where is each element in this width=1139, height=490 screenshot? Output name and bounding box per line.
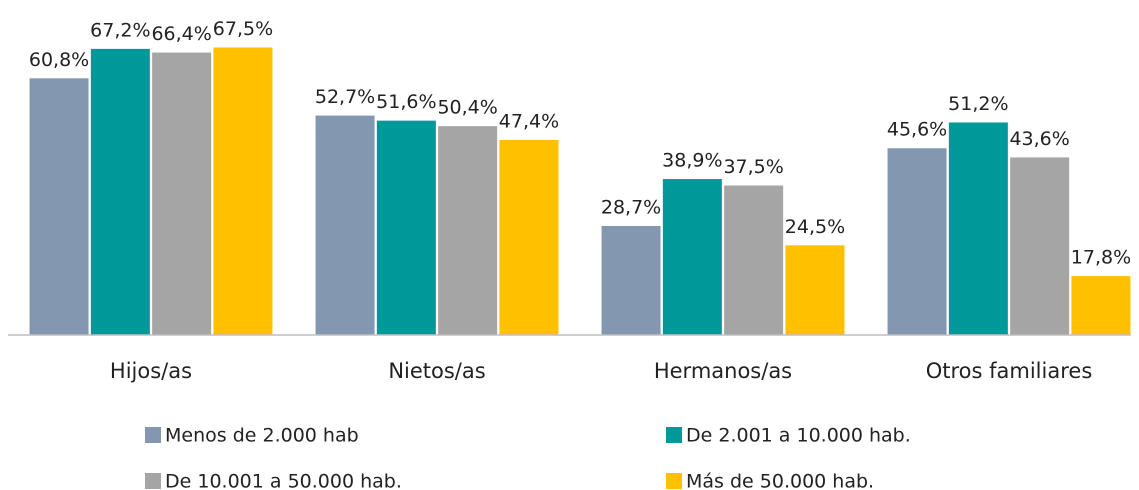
- bar: [662, 179, 722, 335]
- value-label: 51,6%: [376, 91, 436, 113]
- value-label: 17,8%: [1071, 247, 1131, 269]
- bar: [785, 245, 845, 335]
- legend-label: Más de 50.000 hab.: [686, 471, 874, 490]
- value-label: 60,8%: [29, 49, 89, 71]
- bar: [499, 139, 559, 335]
- legend-label: De 2.001 a 10.000 hab.: [686, 425, 911, 447]
- bar: [438, 126, 498, 335]
- value-label: 43,6%: [1009, 128, 1069, 150]
- value-label: 51,2%: [948, 93, 1008, 115]
- bar: [601, 225, 661, 335]
- value-label: 66,4%: [151, 23, 211, 45]
- x-tick-label: Nietos/as: [388, 359, 485, 383]
- legend-swatch: [145, 427, 161, 443]
- bar: [90, 48, 150, 335]
- legend-label: Menos de 2.000 hab: [165, 425, 359, 447]
- bar: [1010, 157, 1070, 335]
- bar: [152, 52, 212, 336]
- value-label: 37,5%: [723, 156, 783, 178]
- bar: [887, 148, 947, 335]
- value-label: 50,4%: [437, 97, 497, 119]
- bar: [948, 122, 1008, 335]
- legend-swatch: [666, 473, 682, 489]
- x-tick-label: Otros familiares: [926, 359, 1093, 383]
- value-label: 45,6%: [887, 119, 947, 141]
- bar: [1071, 276, 1131, 335]
- legend-swatch: [145, 473, 161, 489]
- legend-swatch: [666, 427, 682, 443]
- value-label: 28,7%: [601, 196, 661, 218]
- value-label: 38,9%: [662, 150, 722, 172]
- value-label: 67,2%: [90, 19, 150, 41]
- legend-label: De 10.001 a 50.000 hab.: [165, 471, 402, 490]
- value-label: 24,5%: [785, 216, 845, 238]
- value-label: 47,4%: [499, 110, 559, 132]
- bar: [724, 185, 784, 335]
- value-label: 67,5%: [213, 18, 273, 40]
- bar: [29, 78, 89, 335]
- bar: [376, 120, 436, 335]
- value-label: 52,7%: [315, 86, 375, 108]
- x-tick-label: Hermanos/as: [654, 359, 792, 383]
- bar: [213, 47, 273, 335]
- x-tick-label: Hijos/as: [110, 359, 192, 383]
- bar: [315, 115, 375, 335]
